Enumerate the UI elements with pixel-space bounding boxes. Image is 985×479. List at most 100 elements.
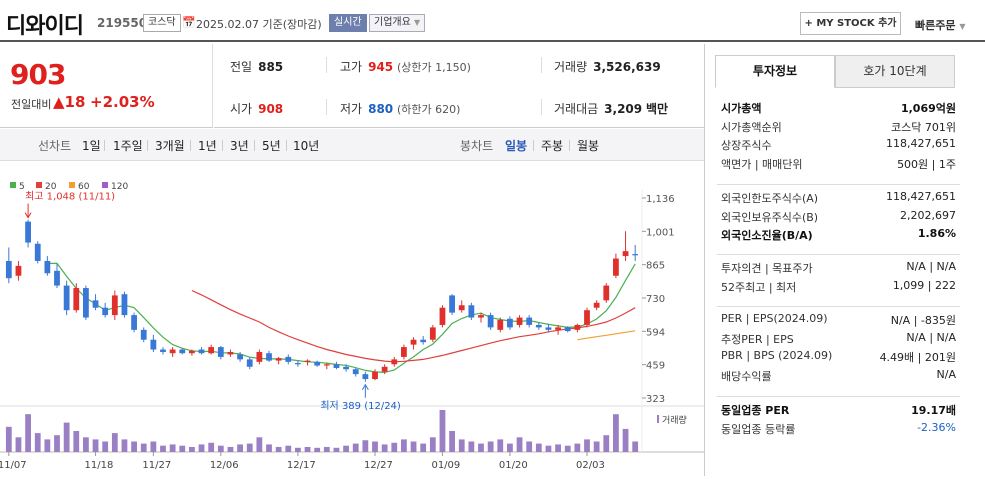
candle-body bbox=[439, 307, 446, 325]
x-tick-label: 01/20 bbox=[499, 460, 528, 471]
info-value: N/A | N/A bbox=[906, 260, 956, 273]
volume-bar bbox=[102, 441, 109, 452]
y-tick-label: 1,001 bbox=[646, 227, 675, 238]
period-1y[interactable]: 1년 bbox=[198, 139, 217, 153]
candlestick-chart[interactable]: 1,136 1,001 865 730 594 459 323 11/07 11/18 11/27… bbox=[0, 162, 704, 476]
price-change: ▲18 bbox=[53, 93, 86, 111]
open-price: 시가 908 bbox=[230, 102, 284, 116]
investment-info-panel: 투자정보 호가 10단계 시가총액 1,069억원 시가총액순위 코스닥 701위 상장… bbox=[704, 44, 985, 476]
candle-body bbox=[83, 288, 89, 318]
volume-bar bbox=[169, 444, 176, 452]
quick-order-button[interactable]: 빠른주문 ▼ bbox=[915, 19, 966, 32]
stock-header: 디와이디 219550 코스닥 📅 2025.02.07 기준(장마감) 실시간… bbox=[0, 0, 985, 42]
tab-investment-info[interactable]: 투자정보 bbox=[715, 55, 835, 88]
volume-bar bbox=[131, 441, 137, 452]
period-3m[interactable]: 3개월 bbox=[155, 139, 185, 153]
candle-body bbox=[314, 361, 321, 366]
info-row: 52주최고 | 최저 1,099 | 222 bbox=[721, 279, 956, 297]
volume-bar bbox=[439, 410, 446, 452]
volume-bar bbox=[227, 446, 234, 452]
volume-bar bbox=[237, 444, 243, 452]
x-tick-label: 12/17 bbox=[287, 460, 316, 471]
period-1w[interactable]: 1주일 bbox=[113, 139, 143, 153]
volume-bar bbox=[217, 445, 224, 452]
info-row: 동일업종 등락률 -2.36% bbox=[721, 421, 956, 439]
info-row: 액면가 | 매매단위 500원 | 1주 bbox=[721, 156, 956, 174]
candle-chart-label: 봉차트 bbox=[460, 139, 494, 153]
x-tick-label: 12/27 bbox=[364, 460, 393, 471]
volume-bar bbox=[478, 443, 484, 452]
candle-body bbox=[401, 347, 407, 357]
candle-body bbox=[179, 349, 186, 354]
quote-table: 전일 885 고가 945 (상한가 1,150) 거래량 3,526,639 시가 9… bbox=[214, 44, 704, 128]
candle-daily[interactable]: 일봉 bbox=[505, 139, 528, 153]
volume-label: 거래량 bbox=[662, 414, 687, 426]
candle-body bbox=[593, 302, 600, 308]
candle-body bbox=[304, 360, 311, 362]
info-value: -2.36% bbox=[917, 420, 956, 434]
volume-bar bbox=[497, 439, 504, 452]
info-row: 시가총액순위 코스닥 701위 bbox=[721, 119, 956, 137]
candle-body bbox=[266, 353, 272, 361]
info-row: 시가총액 1,069억원 bbox=[721, 100, 956, 118]
add-my-stock-button[interactable]: + MY STOCK 추가 bbox=[800, 12, 901, 35]
candle-body bbox=[160, 349, 166, 352]
candle-body bbox=[333, 364, 340, 368]
realtime-button[interactable]: 실시간 bbox=[329, 14, 367, 32]
period-3y[interactable]: 3년 bbox=[230, 139, 249, 153]
current-price-box: 903 전일대비 ▲18 +2.03% bbox=[0, 44, 213, 128]
candle-monthly[interactable]: 월봉 bbox=[577, 139, 600, 153]
candle-body bbox=[92, 300, 99, 308]
candle-body bbox=[256, 351, 263, 362]
period-5y[interactable]: 5년 bbox=[262, 139, 281, 153]
high-annotation: 최고 1,048 (11/11) bbox=[25, 191, 115, 203]
volume-bar bbox=[564, 445, 571, 452]
candle-body bbox=[545, 327, 552, 330]
candle-body bbox=[54, 270, 60, 286]
candle-body bbox=[622, 251, 629, 257]
volume-bar bbox=[314, 447, 321, 452]
candle-body bbox=[555, 327, 561, 330]
volume-bar bbox=[285, 445, 292, 452]
period-10y[interactable]: 10년 bbox=[293, 139, 320, 153]
info-row: 외국인보유주식수(B) 2,202,697 bbox=[721, 209, 956, 227]
candle-body bbox=[535, 324, 542, 328]
info-value: 1,099 | 222 bbox=[892, 278, 956, 292]
market-badge: 코스닥 bbox=[143, 14, 181, 32]
volume: 거래량 3,526,639 bbox=[554, 60, 661, 74]
info-divider bbox=[717, 396, 960, 397]
candle-body bbox=[381, 366, 388, 372]
tab-orderbook[interactable]: 호가 10단계 bbox=[835, 55, 955, 88]
volume-bar bbox=[632, 441, 639, 452]
candle-body bbox=[632, 254, 639, 256]
company-info-dropdown[interactable]: 기업개요 ▼ bbox=[369, 14, 426, 32]
volume-bar bbox=[420, 443, 427, 452]
info-row: 외국인소진율(B/A) 1.86% bbox=[721, 227, 956, 245]
volume-bar bbox=[111, 433, 118, 452]
info-label: 외국인소진율(B/A) bbox=[721, 229, 813, 242]
volume-bar bbox=[189, 446, 195, 452]
legend-swatch bbox=[10, 182, 16, 188]
volume-bar bbox=[574, 443, 581, 452]
info-label: PER | EPS(2024.09) bbox=[721, 312, 828, 325]
candle-body bbox=[275, 358, 282, 361]
volume-bar bbox=[362, 440, 369, 452]
period-1d[interactable]: 1일 bbox=[82, 139, 101, 153]
x-tick-label: 01/09 bbox=[431, 460, 460, 471]
line-chart-label: 선차트 bbox=[38, 139, 72, 153]
candle-body bbox=[603, 285, 610, 301]
info-row: 상장주식수 118,427,651 bbox=[721, 137, 956, 155]
candle-body bbox=[217, 347, 224, 357]
candle-body bbox=[44, 260, 51, 274]
candle-body bbox=[73, 288, 80, 311]
low-price: 저가 880 (하한가 620) bbox=[340, 102, 461, 116]
legend-swatch bbox=[69, 182, 75, 188]
candle-body bbox=[295, 363, 301, 365]
candle-weekly[interactable]: 주봉 bbox=[541, 139, 564, 153]
volume-bar bbox=[458, 439, 465, 452]
volume-bar bbox=[343, 445, 349, 452]
candle-body bbox=[198, 349, 205, 354]
volume-bar bbox=[246, 443, 253, 452]
candle-body bbox=[169, 349, 176, 354]
info-divider bbox=[717, 306, 960, 307]
